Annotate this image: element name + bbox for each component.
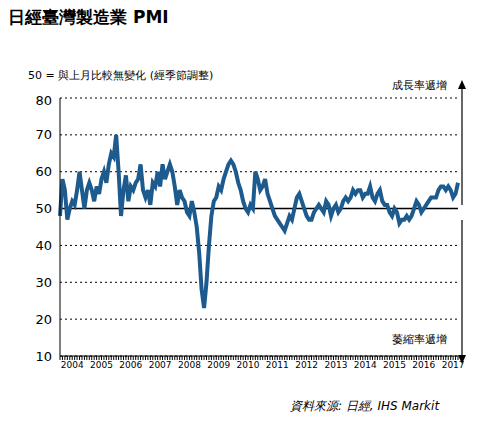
svg-text:80: 80: [35, 93, 52, 108]
svg-text:2010: 2010: [237, 360, 260, 370]
svg-text:60: 60: [35, 164, 52, 179]
svg-text:2016: 2016: [412, 360, 435, 370]
html-text:日經臺灣製造業 PMI: 日經臺灣製造業 PMI: [8, 7, 169, 27]
svg-text:50: 50: [35, 201, 52, 216]
svg-text:30: 30: [35, 275, 52, 290]
svg-text:70: 70: [35, 127, 52, 142]
html-text:萎縮率遞增: 萎縮率遞增: [392, 333, 447, 346]
svg-text:2011: 2011: [266, 360, 289, 370]
svg-text:2013: 2013: [324, 360, 347, 370]
html-text:成長率遞增: 成長率遞增: [392, 79, 447, 92]
svg-text:2004: 2004: [61, 360, 84, 370]
svg-text:2014: 2014: [354, 360, 377, 370]
svg-text:2007: 2007: [149, 360, 172, 370]
html-text:50 = 與上月比較無變化 (經季節調整): 50 = 與上月比較無變化 (經季節調整): [28, 69, 214, 82]
svg-text:2008: 2008: [178, 360, 201, 370]
svg-text:2006: 2006: [119, 360, 142, 370]
svg-text:40: 40: [35, 238, 52, 253]
svg-text:2017: 2017: [441, 360, 465, 371]
svg-text:2009: 2009: [207, 360, 230, 370]
svg-text:2005: 2005: [90, 360, 113, 370]
svg-text:10: 10: [35, 349, 52, 364]
svg-text:2015: 2015: [383, 360, 406, 370]
svg-text:20: 20: [35, 312, 52, 327]
svg-text:2012: 2012: [295, 360, 318, 370]
html-text:資料來源: 日經, IHS Markit: 資料來源: 日經, IHS Markit: [290, 399, 440, 413]
